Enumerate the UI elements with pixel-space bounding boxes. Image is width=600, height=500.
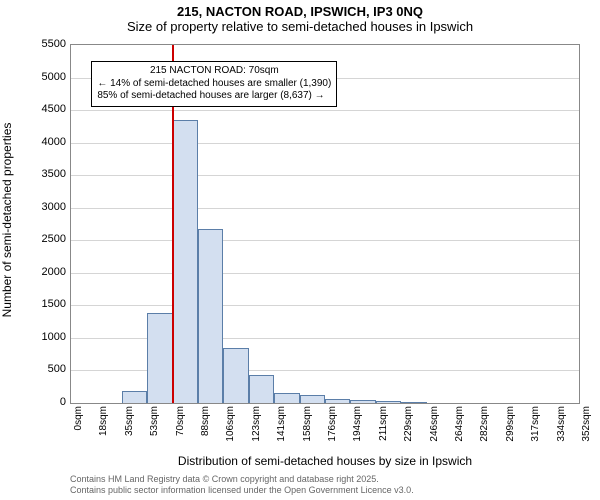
chart-container: 215, NACTON ROAD, IPSWICH, IP3 0NQ Size … — [0, 0, 600, 500]
x-tick-label: 88sqm — [200, 406, 211, 436]
histogram-bar — [274, 393, 299, 403]
x-tick-label: 264sqm — [454, 406, 465, 442]
y-tick-label: 3000 — [16, 201, 66, 213]
y-tick-label: 0 — [16, 396, 66, 408]
y-tick-label: 5000 — [16, 71, 66, 83]
y-tick-label: 3500 — [16, 168, 66, 180]
x-tick-label: 246sqm — [429, 406, 440, 442]
annotation-box: 215 NACTON ROAD: 70sqm← 14% of semi-deta… — [91, 61, 337, 107]
histogram-bar — [198, 229, 223, 403]
annotation-line: ← 14% of semi-detached houses are smalle… — [97, 78, 331, 91]
x-tick-label: 106sqm — [225, 406, 236, 442]
y-tick-label: 1000 — [16, 331, 66, 343]
chart-title-line2: Size of property relative to semi-detach… — [0, 19, 600, 38]
histogram-bar — [350, 400, 375, 403]
annotation-line: 215 NACTON ROAD: 70sqm — [97, 65, 331, 78]
x-tick-label: 176sqm — [327, 406, 338, 442]
gridline — [71, 240, 579, 241]
y-tick-label: 2500 — [16, 233, 66, 245]
gridline — [71, 208, 579, 209]
x-tick-label: 53sqm — [149, 406, 160, 436]
gridline — [71, 143, 579, 144]
footer-line1: Contains HM Land Registry data © Crown c… — [70, 474, 414, 485]
y-tick-label: 4000 — [16, 136, 66, 148]
x-tick-label: 35sqm — [124, 406, 135, 436]
x-tick-label: 334sqm — [556, 406, 567, 442]
x-tick-label: 352sqm — [581, 406, 592, 442]
gridline — [71, 175, 579, 176]
y-tick-label: 500 — [16, 363, 66, 375]
x-tick-label: 0sqm — [73, 406, 84, 430]
x-tick-label: 317sqm — [530, 406, 541, 442]
x-axis-label: Distribution of semi-detached houses by … — [70, 454, 580, 468]
y-tick-label: 2000 — [16, 266, 66, 278]
x-tick-label: 158sqm — [302, 406, 313, 442]
x-tick-label: 194sqm — [352, 406, 363, 442]
histogram-bar — [376, 401, 401, 403]
annotation-line: 85% of semi-detached houses are larger (… — [97, 90, 331, 103]
plot-area: 215 NACTON ROAD: 70sqm← 14% of semi-deta… — [70, 44, 580, 404]
y-tick-label: 4500 — [16, 103, 66, 115]
histogram-bar — [249, 375, 274, 403]
histogram-bar — [147, 313, 172, 403]
gridline — [71, 110, 579, 111]
histogram-bar — [122, 391, 147, 403]
x-tick-label: 141sqm — [276, 406, 287, 442]
x-tick-label: 18sqm — [98, 406, 109, 436]
footer-line2: Contains public sector information licen… — [70, 485, 414, 496]
gridline — [71, 273, 579, 274]
x-tick-label: 211sqm — [378, 406, 389, 441]
histogram-bar — [401, 402, 426, 403]
chart-title-line1: 215, NACTON ROAD, IPSWICH, IP3 0NQ — [0, 0, 600, 19]
x-tick-label: 299sqm — [505, 406, 516, 442]
x-tick-label: 282sqm — [479, 406, 490, 442]
histogram-bar — [223, 348, 248, 403]
histogram-bar — [325, 399, 350, 403]
histogram-bar — [173, 120, 198, 403]
x-tick-label: 123sqm — [251, 406, 262, 442]
x-tick-label: 229sqm — [403, 406, 414, 442]
y-tick-label: 1500 — [16, 298, 66, 310]
gridline — [71, 305, 579, 306]
footer-attribution: Contains HM Land Registry data © Crown c… — [70, 474, 414, 496]
y-tick-label: 5500 — [16, 38, 66, 50]
histogram-bar — [300, 395, 325, 403]
x-tick-label: 70sqm — [175, 406, 186, 436]
